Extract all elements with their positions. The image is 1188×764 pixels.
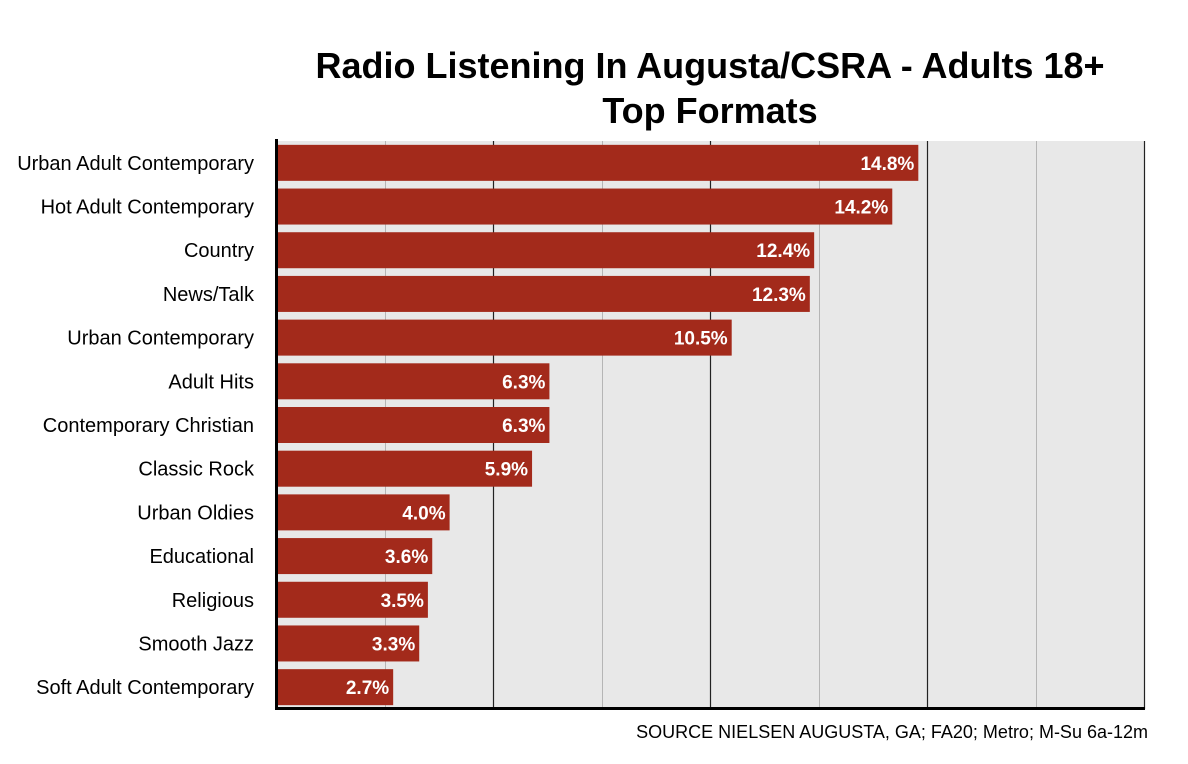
- category-label: Urban Contemporary: [67, 328, 254, 350]
- category-label: Soft Adult Contemporary: [36, 677, 254, 699]
- data-label: 4.0%: [402, 503, 445, 524]
- category-label: Educational: [149, 546, 254, 568]
- bar: [276, 494, 450, 531]
- data-label: 12.4%: [756, 241, 810, 262]
- category-label: Adult Hits: [168, 371, 254, 393]
- bar: [276, 538, 433, 575]
- category-label: Urban Adult Contemporary: [17, 153, 254, 175]
- category-label: Religious: [172, 590, 254, 612]
- bar: [276, 275, 810, 312]
- bar: [276, 407, 550, 443]
- category-label: News/Talk: [163, 284, 255, 306]
- category-label: Contemporary Christian: [43, 415, 254, 437]
- category-labels: Urban Adult Contemporary Hot Adult Contem…: [17, 153, 255, 699]
- chart-subtitle: Top Formats: [602, 90, 818, 131]
- data-label: 14.8%: [860, 154, 914, 175]
- bar: [276, 232, 815, 269]
- data-label: 3.3%: [372, 634, 415, 655]
- data-label: 6.3%: [502, 372, 545, 393]
- category-label: Urban Oldies: [137, 502, 254, 524]
- data-label: 10.5%: [674, 329, 728, 350]
- data-label: 2.7%: [346, 678, 389, 699]
- data-label: 5.9%: [485, 460, 528, 481]
- bars: [276, 144, 919, 706]
- bar: [276, 625, 420, 662]
- data-label: 12.3%: [752, 285, 806, 306]
- data-label: 3.5%: [381, 591, 424, 612]
- bar: [276, 188, 893, 225]
- bar: [276, 450, 533, 487]
- category-label: Classic Rock: [138, 459, 255, 481]
- data-label: 3.6%: [385, 547, 428, 568]
- bar: [276, 581, 428, 618]
- bar: [276, 144, 919, 181]
- chart-title: Radio Listening In Augusta/CSRA - Adults…: [315, 45, 1105, 86]
- bar: [276, 669, 394, 706]
- category-label: Hot Adult Contemporary: [41, 197, 254, 219]
- category-label: Smooth Jazz: [138, 633, 254, 655]
- value-labels: 14.8% 14.2% 12.4% 12.3% 10.5% 6.3% 6.3% 5.9% 4.0…: [346, 154, 915, 699]
- category-label: Country: [184, 240, 254, 262]
- data-label: 14.2%: [834, 198, 888, 219]
- bar: [276, 363, 550, 400]
- bar: [276, 319, 732, 356]
- source-note: SOURCE NIELSEN AUGUSTA, GA; FA20; Metro;…: [636, 722, 1148, 742]
- data-label: 6.3%: [502, 416, 545, 437]
